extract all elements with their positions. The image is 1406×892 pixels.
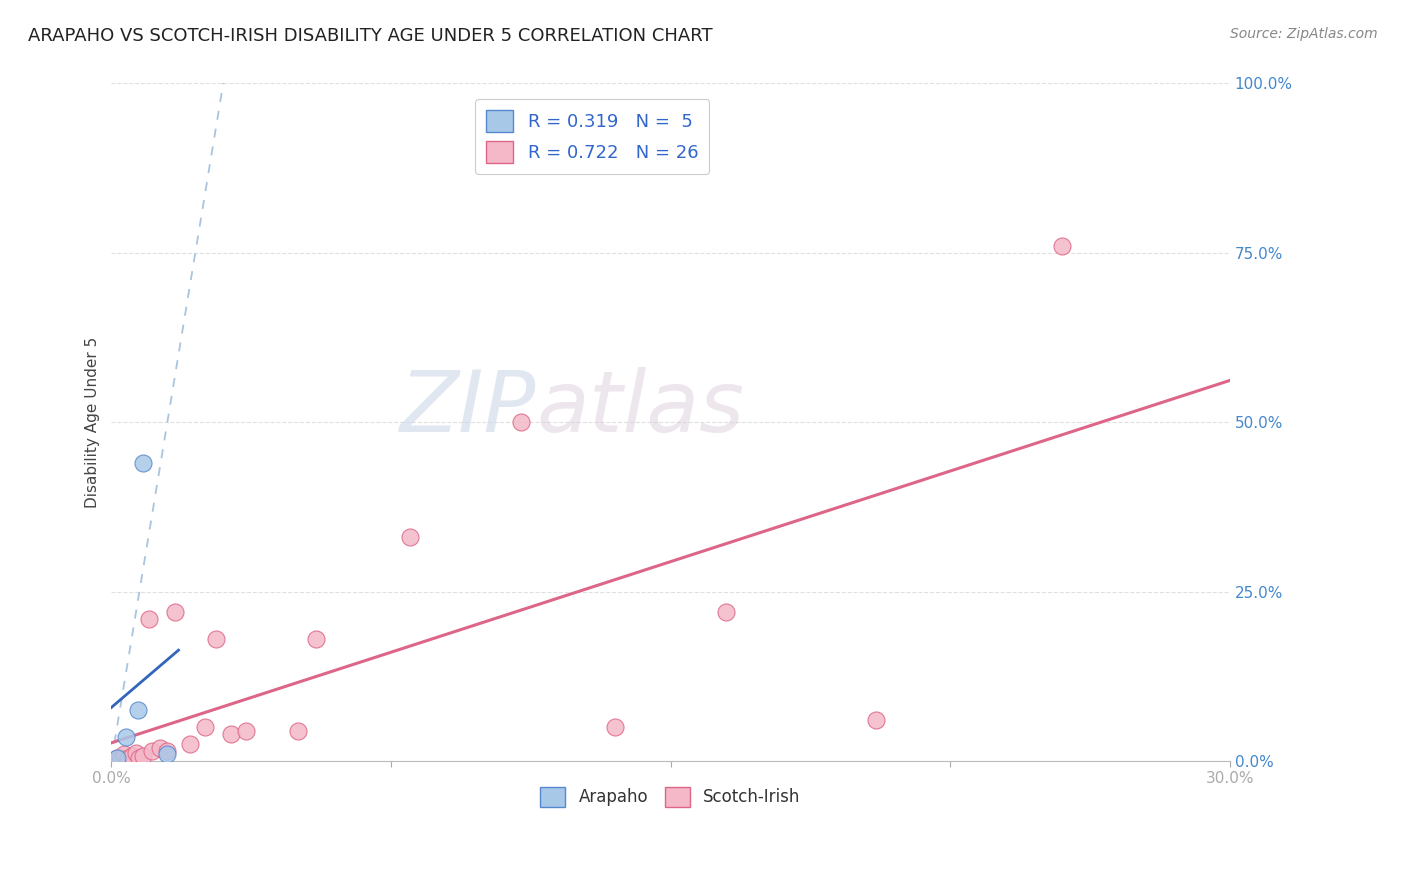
Point — [163, 605, 186, 619]
Point — [194, 720, 217, 734]
Point — [132, 456, 155, 470]
Point — [141, 744, 163, 758]
Point — [287, 723, 309, 738]
Point — [115, 731, 138, 745]
Point — [127, 703, 149, 717]
Point — [235, 723, 257, 738]
Y-axis label: Disability Age Under 5: Disability Age Under 5 — [86, 336, 100, 508]
Point — [124, 746, 146, 760]
Point — [305, 632, 328, 646]
Text: ZIP: ZIP — [401, 368, 536, 450]
Point — [138, 612, 160, 626]
Text: ARAPAHO VS SCOTCH-IRISH DISABILITY AGE UNDER 5 CORRELATION CHART: ARAPAHO VS SCOTCH-IRISH DISABILITY AGE U… — [28, 27, 713, 45]
Point — [865, 714, 887, 728]
Point — [179, 737, 201, 751]
Point — [219, 727, 242, 741]
Point — [1050, 239, 1073, 253]
Point — [114, 747, 136, 762]
Legend: Arapaho, Scotch-Irish: Arapaho, Scotch-Irish — [534, 780, 807, 814]
Point — [105, 750, 128, 764]
Text: Source: ZipAtlas.com: Source: ZipAtlas.com — [1230, 27, 1378, 41]
Point — [510, 415, 533, 429]
Point — [128, 750, 150, 764]
Point — [156, 747, 179, 762]
Point — [603, 720, 626, 734]
Point — [121, 748, 143, 763]
Point — [156, 744, 179, 758]
Point — [117, 750, 139, 764]
Text: atlas: atlas — [536, 368, 744, 450]
Point — [716, 605, 738, 619]
Point — [105, 750, 128, 764]
Point — [132, 748, 155, 763]
Point — [110, 750, 132, 764]
Point — [149, 740, 172, 755]
Point — [204, 632, 226, 646]
Point — [398, 531, 420, 545]
